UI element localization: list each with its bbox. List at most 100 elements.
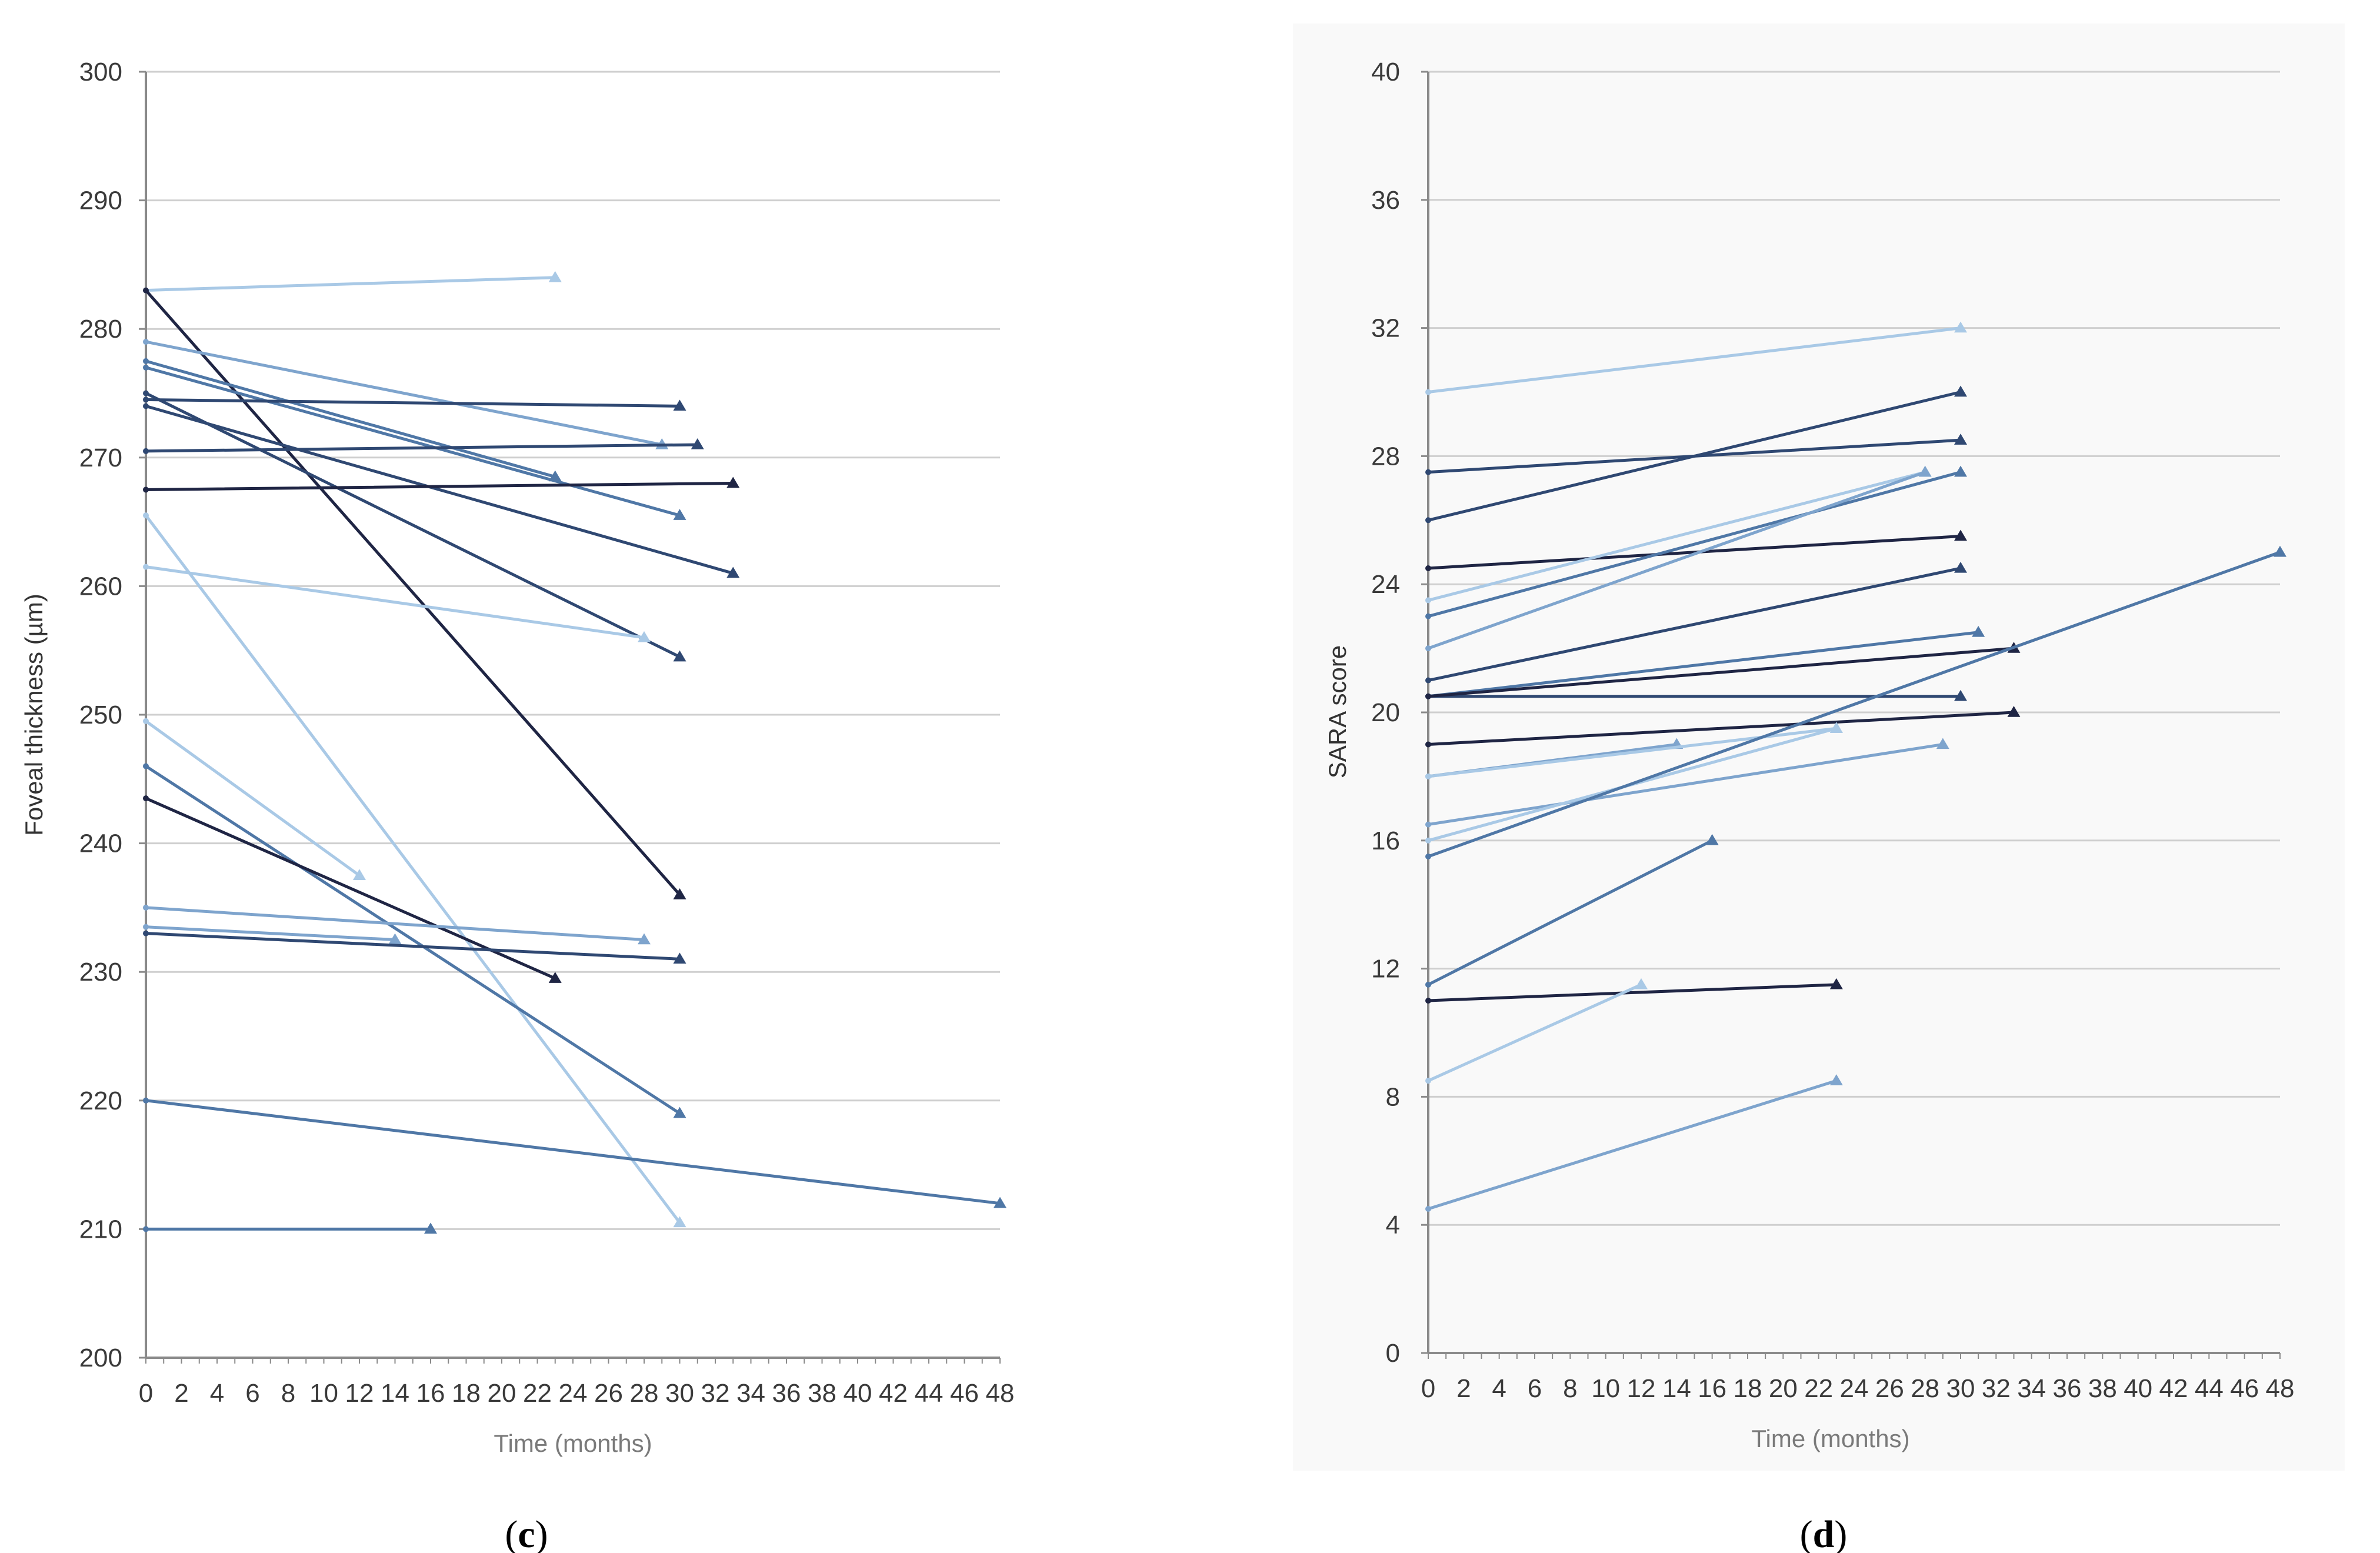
data-point [1425, 1205, 1431, 1212]
y-tick-label: 300 [79, 58, 122, 86]
x-tick-label: 10 [309, 1379, 338, 1408]
y-tick-label: 240 [79, 829, 122, 858]
x-tick-label: 14 [1662, 1374, 1691, 1403]
data-point-marker [673, 888, 686, 899]
data-point-marker [2007, 706, 2021, 717]
data-point-marker [1705, 834, 1719, 845]
x-tick-label: 40 [844, 1379, 872, 1408]
data-point [1425, 517, 1431, 524]
data-point-marker [1954, 465, 1967, 477]
x-tick-label: 16 [1698, 1374, 1726, 1403]
data-point [143, 512, 149, 519]
y-tick-label: 4 [1386, 1211, 1400, 1239]
series-3 [1425, 385, 1967, 524]
y-tick-label: 200 [79, 1344, 122, 1372]
data-point [1425, 693, 1431, 699]
series-13 [143, 718, 366, 880]
x-tick-label: 0 [139, 1379, 153, 1408]
data-point-marker [1972, 625, 1985, 637]
series-line [1426, 391, 1962, 522]
y-tick-label: 290 [79, 186, 122, 215]
series-7 [143, 403, 740, 578]
series-6 [143, 396, 686, 411]
y-tick-label: 24 [1371, 570, 1400, 599]
series-line [1426, 646, 2015, 698]
series-line [144, 482, 735, 491]
data-point-marker [673, 399, 686, 411]
data-point-marker [1829, 1074, 1843, 1085]
data-point [143, 1097, 149, 1104]
x-tick-label: 22 [1804, 1374, 1833, 1403]
series-line [1426, 471, 1927, 650]
data-point [1425, 821, 1431, 828]
x-tick-label: 28 [630, 1379, 659, 1408]
series-line [1426, 566, 1962, 682]
data-point [1425, 854, 1431, 860]
panel-background [1293, 24, 2345, 1471]
series-12 [1425, 706, 2021, 748]
series-line [144, 906, 646, 942]
series-line [144, 764, 681, 1115]
series-10 [143, 476, 740, 493]
data-point [143, 904, 149, 911]
x-tick-label: 26 [594, 1379, 623, 1408]
data-point-marker [726, 566, 740, 578]
x-tick-label: 18 [1734, 1374, 1762, 1403]
x-tick-label: 10 [1591, 1374, 1620, 1403]
series-line [144, 340, 664, 446]
data-point [1425, 645, 1431, 652]
data-point-marker [388, 933, 402, 945]
x-tick-label: 12 [1627, 1374, 1656, 1403]
x-tick-label: 4 [210, 1379, 224, 1408]
data-point [143, 795, 149, 802]
data-point-marker [1954, 321, 1967, 333]
series-line [144, 276, 557, 292]
data-point [143, 339, 149, 345]
x-tick-label: 46 [2230, 1374, 2259, 1403]
x-tick-label: 28 [1911, 1374, 1939, 1403]
series-5 [143, 364, 686, 520]
data-point-marker [548, 972, 562, 983]
data-point-marker [673, 509, 686, 520]
data-point-marker [726, 476, 740, 488]
y-axis-title: SARA score [1324, 645, 1351, 778]
series-7 [1425, 465, 1932, 652]
panel-background [11, 24, 1065, 1471]
series-line [1426, 551, 2282, 858]
data-point [143, 390, 149, 396]
series-line [1426, 1079, 1838, 1211]
data-point [1425, 565, 1431, 571]
series-14 [143, 763, 686, 1118]
y-tick-label: 280 [79, 315, 122, 344]
y-tick-label: 20 [1371, 698, 1400, 727]
panel-label: (d) [1800, 1513, 1848, 1553]
data-point-marker [691, 438, 704, 449]
series-line [1426, 631, 1980, 698]
x-tick-label: 32 [1982, 1374, 2011, 1403]
data-point-marker [1829, 722, 1843, 733]
x-tick-label: 24 [559, 1379, 588, 1408]
series-line [144, 366, 681, 517]
data-point [1425, 981, 1431, 988]
y-tick-label: 210 [79, 1215, 122, 1244]
data-point-marker [1936, 738, 1949, 749]
series-4 [1425, 529, 1967, 571]
data-point-marker [1954, 561, 1967, 573]
series-line [1426, 326, 1962, 394]
data-point [143, 364, 149, 371]
data-point [1425, 389, 1431, 395]
y-tick-label: 260 [79, 572, 122, 601]
series-line [144, 565, 646, 639]
x-tick-label: 34 [2017, 1374, 2046, 1403]
y-tick-label: 36 [1371, 186, 1400, 215]
data-point-marker [424, 1222, 437, 1234]
x-tick-label: 42 [2159, 1374, 2188, 1403]
y-tick-label: 8 [1386, 1082, 1400, 1111]
series-line [144, 443, 699, 453]
x-tick-label: 6 [245, 1379, 259, 1408]
x-tick-label: 16 [416, 1379, 445, 1408]
series-line [1426, 535, 1962, 570]
series-8 [1425, 561, 1967, 684]
data-point-marker [638, 933, 651, 945]
